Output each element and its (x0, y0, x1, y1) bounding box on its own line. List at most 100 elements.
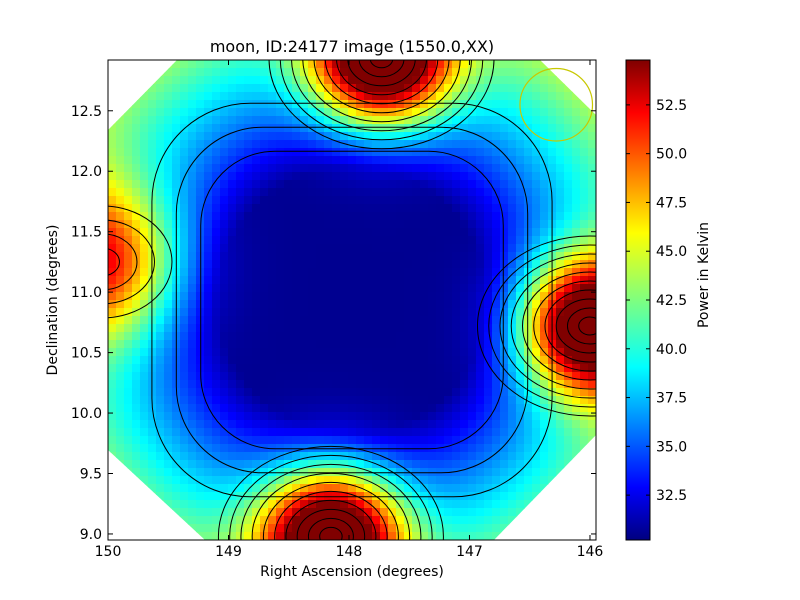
heatmap-cell (332, 148, 341, 157)
heatmap-cell (260, 348, 269, 357)
heatmap-cell (428, 244, 437, 253)
heatmap-cell (300, 276, 309, 285)
heatmap-cell (356, 484, 365, 493)
heatmap-cell (244, 156, 253, 165)
heatmap-cell (516, 452, 525, 461)
heatmap-cell (340, 364, 349, 373)
heatmap-cell (548, 404, 557, 413)
heatmap-cell (420, 420, 429, 429)
heatmap-cell (268, 460, 277, 469)
heatmap-cell (324, 196, 333, 205)
heatmap-cell (388, 68, 397, 77)
heatmap-cell (212, 300, 221, 309)
y-tick-label: 12.0 (71, 164, 102, 180)
heatmap-cell (436, 300, 445, 309)
heatmap-cell (444, 420, 453, 429)
heatmap-cell (588, 236, 596, 245)
heatmap-cell (380, 156, 389, 165)
heatmap-cell (188, 260, 197, 269)
heatmap-cell (188, 148, 197, 157)
heatmap-cell (236, 92, 245, 101)
heatmap-cell (428, 108, 437, 117)
heatmap-cell (236, 364, 245, 373)
heatmap-cell (532, 348, 541, 357)
heatmap-cell (324, 228, 333, 237)
heatmap-cell (492, 476, 501, 485)
heatmap-cell (212, 204, 221, 213)
heatmap-cell (484, 228, 493, 237)
heatmap-cell (204, 68, 213, 77)
heatmap-cell (556, 100, 565, 109)
heatmap-cell (444, 180, 453, 189)
heatmap-cell (156, 444, 165, 453)
heatmap-cell (444, 524, 453, 533)
heatmap-cell (212, 292, 221, 301)
heatmap-cell (268, 412, 277, 421)
heatmap-cell (116, 452, 125, 461)
heatmap-cell (204, 468, 213, 477)
heatmap-cell (252, 356, 261, 365)
heatmap-cell (428, 68, 437, 77)
heatmap-cell (348, 260, 357, 269)
heatmap-cell (516, 308, 525, 317)
heatmap-cell (316, 212, 325, 221)
heatmap-cell (460, 164, 469, 173)
heatmap-cell (460, 300, 469, 309)
heatmap-cell (156, 436, 165, 445)
contour-line (151, 102, 553, 498)
heatmap-cell (356, 212, 365, 221)
heatmap-cell (180, 452, 189, 461)
heatmap-cell (228, 68, 237, 77)
heatmap-cell (444, 100, 453, 109)
heatmap-cell (468, 476, 477, 485)
heatmap-cell (460, 372, 469, 381)
heatmap-cell (492, 84, 501, 93)
heatmap-cell (220, 380, 229, 389)
heatmap-cell (332, 220, 341, 229)
heatmap-cell (140, 340, 149, 349)
heatmap-cell (212, 84, 221, 93)
heatmap-cell (324, 348, 333, 357)
heatmap-cell (308, 348, 317, 357)
heatmap-cell (132, 404, 141, 413)
heatmap-cell (468, 84, 477, 93)
heatmap-cell (516, 252, 525, 261)
heatmap-cell (108, 196, 117, 205)
heatmap-cell (516, 348, 525, 357)
heatmap-cell (428, 148, 437, 157)
heatmap-cell (428, 124, 437, 133)
heatmap-cell (492, 412, 501, 421)
heatmap-cell (404, 460, 413, 469)
heatmap-cell (420, 476, 429, 485)
heatmap-cell (316, 308, 325, 317)
heatmap-cell (588, 428, 596, 437)
heatmap-cell (436, 476, 445, 485)
heatmap-cell (220, 436, 229, 445)
heatmap-cell (444, 516, 453, 525)
heatmap-cell (332, 84, 341, 93)
heatmap-cell (412, 340, 421, 349)
heatmap-cell (284, 68, 293, 77)
heatmap-cell (124, 132, 133, 141)
heatmap-cell (236, 148, 245, 157)
heatmap-cell (180, 252, 189, 261)
heatmap-cell (556, 228, 565, 237)
heatmap-cell (284, 260, 293, 269)
heatmap-cell (484, 164, 493, 173)
y-tick-label: 9.0 (80, 527, 102, 543)
heatmap-cell (308, 292, 317, 301)
heatmap-cell (116, 372, 125, 381)
heatmap-cell (420, 396, 429, 405)
heatmap-cell (228, 364, 237, 373)
heatmap-cell (132, 436, 141, 445)
heatmap-cell (484, 476, 493, 485)
heatmap-cell (292, 244, 301, 253)
heatmap-cell (116, 132, 125, 141)
heatmap-cell (380, 84, 389, 93)
heatmap-cell (124, 364, 133, 373)
heatmap-cell (468, 60, 477, 69)
heatmap-cell (548, 68, 557, 77)
contour-line (251, 472, 411, 540)
heatmap-cell (108, 140, 117, 149)
